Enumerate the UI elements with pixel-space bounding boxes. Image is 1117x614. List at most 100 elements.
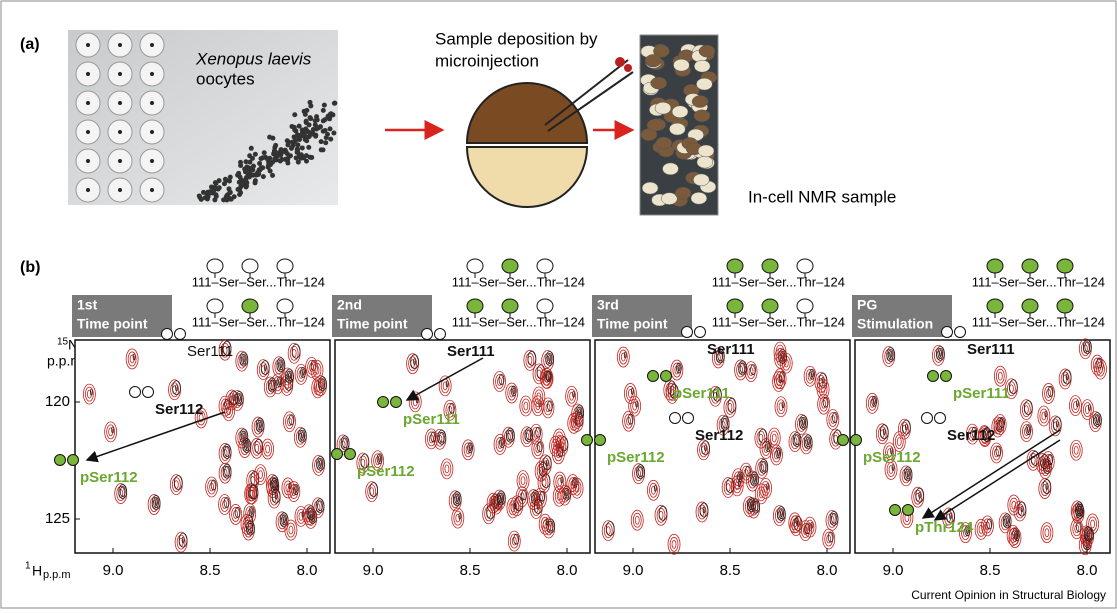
oocyte bbox=[246, 168, 251, 173]
site bbox=[762, 259, 778, 273]
x-tick-label: 9.0 bbox=[363, 562, 384, 579]
oocyte bbox=[274, 154, 279, 159]
oocyte bbox=[324, 135, 329, 140]
sequence: 111–Ser–Ser...Thr–124 bbox=[452, 274, 585, 289]
site bbox=[502, 299, 518, 313]
oocyte bbox=[253, 180, 258, 185]
oocyte bbox=[226, 186, 231, 191]
deposition: Sample deposition by bbox=[435, 29, 598, 48]
sample-drop bbox=[624, 64, 632, 72]
oocyte bbox=[307, 122, 312, 127]
oocyte bbox=[239, 177, 244, 182]
pair-site bbox=[648, 371, 659, 382]
sequence: 111–Ser–Ser...Thr–124 bbox=[192, 274, 325, 289]
pair-site bbox=[391, 397, 402, 408]
oocyte bbox=[323, 140, 328, 145]
oocyte bbox=[279, 157, 284, 162]
site bbox=[242, 259, 258, 273]
pair-site bbox=[345, 449, 356, 460]
peak-label: Ser111 bbox=[967, 341, 1015, 358]
oocyte bbox=[290, 140, 295, 145]
oocyte bbox=[655, 102, 671, 114]
x-tick-label: 9.0 bbox=[623, 562, 644, 579]
pair-site bbox=[670, 413, 681, 424]
oocyte bbox=[308, 116, 313, 121]
oocyte bbox=[232, 194, 237, 199]
oocyte bbox=[647, 119, 663, 131]
oocyte bbox=[214, 194, 219, 199]
oocyte bbox=[86, 159, 90, 163]
y-tick-label: 120 bbox=[45, 393, 70, 410]
oocyte bbox=[272, 149, 277, 154]
oocyte bbox=[306, 145, 311, 150]
x-tick-label: 8.5 bbox=[460, 562, 481, 579]
peak-label: Ser112 bbox=[155, 401, 203, 418]
x-tick-label: 8.5 bbox=[200, 562, 221, 579]
oocyte bbox=[260, 165, 265, 170]
pair-site bbox=[378, 397, 389, 408]
panel-title: 1st bbox=[77, 297, 98, 313]
pair-site bbox=[175, 329, 186, 340]
pair-site bbox=[595, 435, 606, 446]
x-axis-element: H bbox=[32, 563, 42, 579]
oocyte bbox=[693, 174, 709, 186]
oocyte bbox=[326, 114, 331, 119]
oocyte bbox=[698, 145, 714, 157]
sample-label: In-cell NMR sample bbox=[748, 187, 896, 206]
pair-site bbox=[935, 413, 946, 424]
site bbox=[207, 259, 223, 273]
panel-label: (a) bbox=[20, 36, 40, 53]
oocyte bbox=[656, 137, 672, 149]
oocyte bbox=[321, 108, 326, 113]
oocyte bbox=[150, 188, 154, 192]
site bbox=[727, 299, 743, 313]
peak-label: pSer112 bbox=[607, 449, 665, 466]
site bbox=[797, 259, 813, 273]
peak-label: Ser111 bbox=[707, 341, 755, 358]
site bbox=[242, 299, 258, 313]
peak-label: Ser112 bbox=[947, 427, 995, 444]
y-axis-mass: 15 bbox=[57, 337, 69, 348]
peak-label: Ser111 bbox=[447, 343, 495, 360]
pair-site bbox=[942, 327, 953, 338]
oocyte bbox=[319, 139, 324, 144]
site bbox=[1057, 259, 1073, 273]
oocyte bbox=[118, 72, 122, 76]
oocyte bbox=[297, 137, 302, 142]
site bbox=[987, 299, 1003, 313]
site bbox=[502, 259, 518, 273]
site bbox=[1057, 299, 1073, 313]
oocyte bbox=[86, 72, 90, 76]
oocyte bbox=[205, 197, 210, 202]
panel-title: Time point bbox=[597, 316, 668, 332]
oocyte bbox=[150, 159, 154, 163]
oocyte bbox=[261, 174, 266, 179]
oocyte bbox=[322, 103, 327, 108]
panel-title: Time point bbox=[77, 316, 148, 332]
peak-label: Ser112 bbox=[695, 427, 743, 444]
oocyte bbox=[308, 155, 313, 160]
oocyte bbox=[205, 190, 210, 195]
pair-site bbox=[332, 449, 343, 460]
pair-site bbox=[851, 435, 862, 446]
oocyte bbox=[289, 124, 294, 129]
oocyte bbox=[211, 188, 216, 193]
pair-site bbox=[683, 413, 694, 424]
oocyte bbox=[250, 173, 255, 178]
oocyte bbox=[255, 171, 260, 176]
oocyte bbox=[249, 146, 254, 151]
deposition: microinjection bbox=[435, 51, 539, 70]
oocyte bbox=[331, 131, 336, 136]
oocyte-vegetal bbox=[467, 147, 587, 207]
site bbox=[1022, 299, 1038, 313]
oocyte bbox=[328, 137, 333, 142]
oocyte bbox=[675, 187, 691, 199]
pair-site bbox=[68, 455, 79, 466]
species: Xenopus laevis bbox=[195, 49, 312, 68]
pair-site bbox=[143, 387, 154, 398]
peak-label: pSer112 bbox=[357, 463, 415, 480]
x-tick-label: 8.0 bbox=[817, 562, 838, 579]
sequence: 111–Ser–Ser...Thr–124 bbox=[972, 274, 1105, 289]
x-tick-label: 8.5 bbox=[720, 562, 741, 579]
x-tick-label: 8.0 bbox=[1077, 562, 1098, 579]
